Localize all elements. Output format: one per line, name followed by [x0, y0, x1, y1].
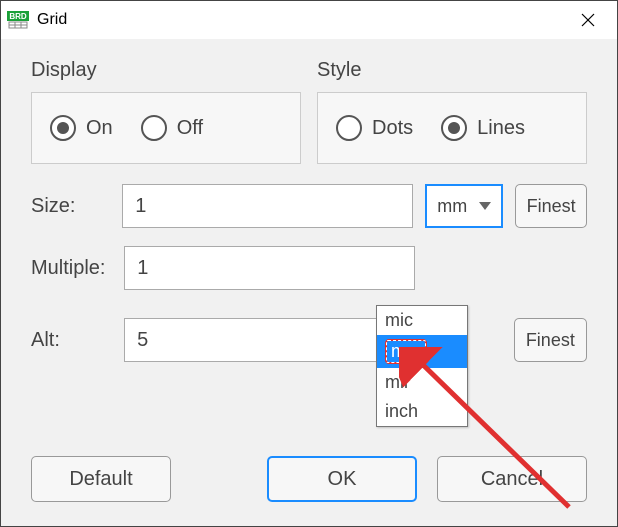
unit-dropdown: mic mm mil inch: [376, 305, 468, 427]
svg-text:BRD: BRD: [9, 12, 27, 21]
radio-icon: [141, 115, 167, 141]
select-value: mm: [437, 196, 467, 217]
display-group: Display On Off: [31, 59, 301, 164]
radio-icon: [441, 115, 467, 141]
radio-icon: [336, 115, 362, 141]
unit-option-mm[interactable]: mm: [377, 335, 467, 368]
size-input[interactable]: [122, 184, 413, 228]
style-lines-radio[interactable]: Lines: [441, 115, 525, 141]
multiple-input[interactable]: [124, 246, 415, 290]
window-title: Grid: [37, 11, 67, 29]
size-unit-select[interactable]: mm: [425, 184, 503, 228]
app-icon: BRD: [7, 11, 29, 29]
unit-option-inch[interactable]: inch: [377, 397, 467, 426]
dialog-body: Display On Off Style: [1, 39, 617, 526]
unit-option-mil[interactable]: mil: [377, 368, 467, 397]
display-on-radio[interactable]: On: [50, 115, 113, 141]
radio-label: On: [86, 117, 113, 140]
style-group: Style Dots Lines: [317, 59, 587, 164]
radio-label: Lines: [477, 117, 525, 140]
radio-label: Dots: [372, 117, 413, 140]
unit-option-mic[interactable]: mic: [377, 306, 467, 335]
alt-label: Alt:: [31, 329, 112, 352]
grid-dialog: BRD Grid Display On: [0, 0, 618, 527]
cancel-button[interactable]: Cancel: [437, 456, 587, 502]
multiple-label: Multiple:: [31, 257, 112, 280]
display-off-radio[interactable]: Off: [141, 115, 203, 141]
close-button[interactable]: [565, 5, 611, 35]
ok-button[interactable]: OK: [267, 456, 417, 502]
unit-option-label: mm: [385, 339, 427, 364]
size-label: Size:: [31, 195, 110, 218]
display-label: Display: [31, 59, 301, 82]
titlebar: BRD Grid: [1, 1, 617, 39]
radio-icon: [50, 115, 76, 141]
default-button[interactable]: Default: [31, 456, 171, 502]
radio-label: Off: [177, 117, 203, 140]
chevron-down-icon: [479, 202, 491, 210]
style-label: Style: [317, 59, 587, 82]
style-dots-radio[interactable]: Dots: [336, 115, 413, 141]
size-finest-button[interactable]: Finest: [515, 184, 587, 228]
alt-finest-button[interactable]: Finest: [514, 318, 587, 362]
alt-input[interactable]: [124, 318, 415, 362]
